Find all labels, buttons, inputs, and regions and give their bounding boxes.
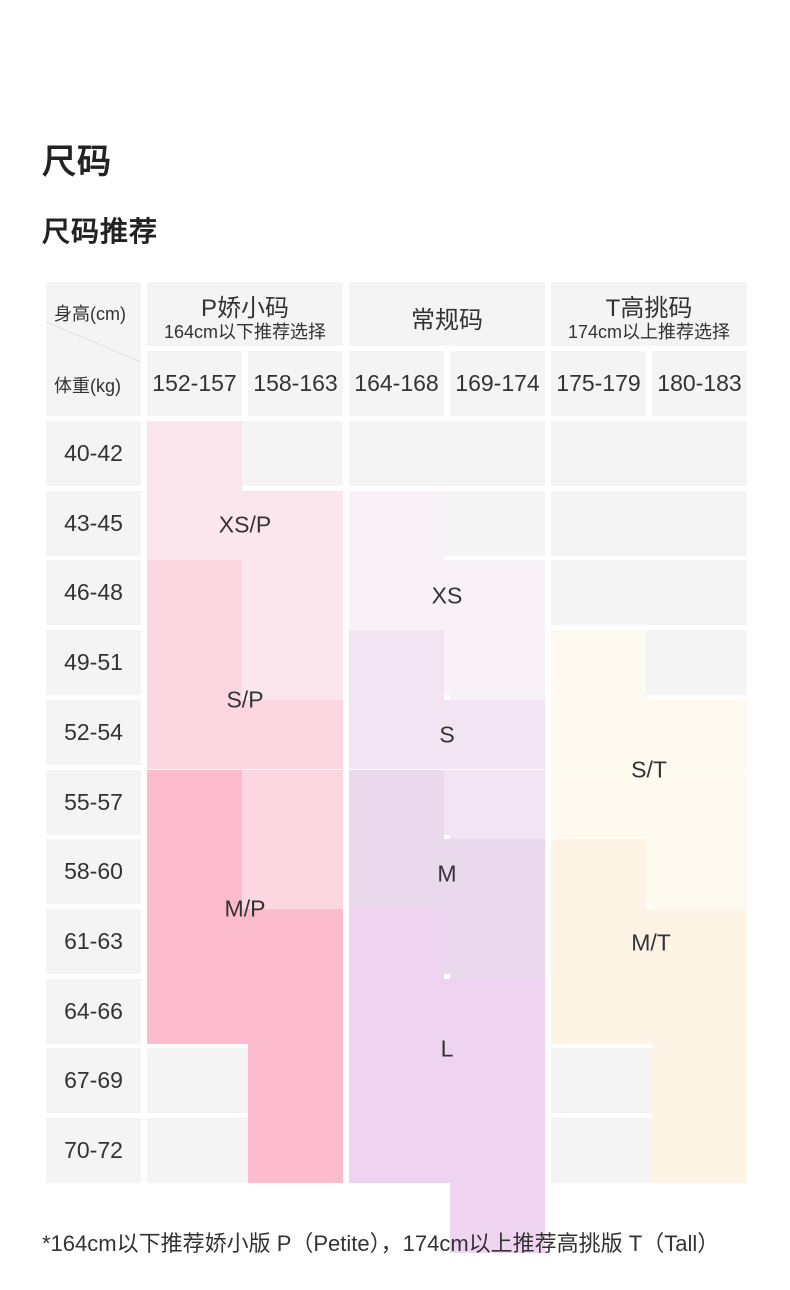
size-label: XS xyxy=(431,582,463,609)
size-region-cell xyxy=(652,769,747,840)
weight-range-cell: 46-48 xyxy=(46,560,141,626)
weight-range-cell: 64-66 xyxy=(46,978,141,1044)
height-range-header: 152-157 xyxy=(147,351,242,416)
size-region-cell xyxy=(551,839,646,909)
weight-range-cell: 49-51 xyxy=(46,630,141,696)
size-region-cell xyxy=(450,1187,545,1253)
weight-range-cell: 58-60 xyxy=(46,839,141,905)
weight-range-cell: 52-54 xyxy=(46,699,141,765)
height-range-header: 169-174 xyxy=(450,351,545,416)
size-region-cell xyxy=(450,839,545,909)
size-label: S/P xyxy=(226,686,264,713)
table-corner-cell: 身高(cm) 体重(kg) xyxy=(46,282,141,416)
size-region-cell xyxy=(248,769,343,840)
size-region-cell xyxy=(349,839,450,909)
group-title-tall: T高挑码 xyxy=(605,295,693,322)
size-region-cell xyxy=(652,908,747,979)
size-region-cell xyxy=(248,699,343,770)
page-title: 尺码 xyxy=(42,143,112,181)
corner-diagonal-line xyxy=(46,321,141,363)
body-background-cell xyxy=(551,490,747,556)
body-background-cell xyxy=(349,421,545,486)
size-region-cell xyxy=(147,560,242,631)
size-region-cell xyxy=(147,978,248,1044)
size-region-cell xyxy=(349,630,444,700)
size-region-cell xyxy=(248,630,343,700)
weight-range-cell: 70-72 xyxy=(46,1118,141,1183)
group-header-petite: P娇小码 164cm以下推荐选择 xyxy=(147,282,343,346)
size-region-cell xyxy=(349,908,444,979)
size-region-cell xyxy=(652,839,747,909)
size-region-cell xyxy=(652,978,747,1049)
height-axis-label: 身高(cm) xyxy=(54,304,126,324)
size-region-cell xyxy=(450,699,545,770)
group-header-regular: 常规码 xyxy=(349,282,545,346)
size-region-cell xyxy=(248,1048,343,1118)
group-subtitle-tall: 174cm以上推荐选择 xyxy=(567,322,731,342)
height-range-header: 180-183 xyxy=(652,351,747,416)
weight-range-cell: 40-42 xyxy=(46,421,141,486)
size-region-cell xyxy=(349,978,450,1049)
body-background-cell xyxy=(551,421,747,486)
section-subtitle: 尺码推荐 xyxy=(42,216,159,247)
size-region-cell xyxy=(652,1048,747,1118)
size-region-cell xyxy=(450,908,545,979)
size-region-cell xyxy=(551,908,652,979)
size-region-cell xyxy=(147,490,248,561)
weight-range-cell: 55-57 xyxy=(46,769,141,835)
size-region-cell xyxy=(551,769,652,840)
size-region-cell xyxy=(450,978,545,1049)
weight-range-cell: 43-45 xyxy=(46,490,141,556)
size-region-cell xyxy=(551,699,652,770)
size-region-cell xyxy=(450,630,545,700)
size-region-cell xyxy=(147,769,242,840)
group-title-petite: P娇小码 xyxy=(200,295,289,322)
size-label: L xyxy=(440,1035,454,1062)
size-region-cell xyxy=(652,699,747,770)
size-label: M/P xyxy=(224,895,266,922)
size-label: S xyxy=(439,721,455,748)
size-region-cell xyxy=(450,1048,545,1118)
size-region-cell xyxy=(450,560,545,631)
size-region-cell xyxy=(248,978,343,1049)
group-title-regular: 常规码 xyxy=(411,307,483,334)
weight-range-cell: 67-69 xyxy=(46,1048,141,1114)
size-label: M xyxy=(437,860,457,887)
size-region-cell xyxy=(551,978,652,1044)
size-region-cell xyxy=(652,1118,747,1183)
size-region-cell xyxy=(349,1048,450,1118)
size-region-cell xyxy=(248,839,343,909)
group-header-tall: T高挑码 174cm以上推荐选择 xyxy=(551,282,747,346)
size-region-cell xyxy=(349,769,444,840)
size-label: S/T xyxy=(631,756,667,783)
body-background-cell xyxy=(551,560,747,626)
weight-axis-label: 体重(kg) xyxy=(54,376,121,396)
size-region-cell xyxy=(349,1118,450,1183)
height-range-header: 158-163 xyxy=(248,351,343,416)
weight-range-cell: 61-63 xyxy=(46,908,141,974)
footnote: *164cm以下推荐娇小版 P（Petite），174cm以上推荐高挑版 T（T… xyxy=(42,1231,720,1256)
group-subtitle-petite: 164cm以下推荐选择 xyxy=(163,322,327,342)
size-region-cell xyxy=(349,490,444,561)
height-range-header: 164-168 xyxy=(349,351,444,416)
size-region-cell xyxy=(450,769,545,840)
size-label: XS/P xyxy=(218,511,272,538)
size-region-cell xyxy=(147,630,242,700)
size-region-cell xyxy=(248,490,343,561)
size-region-cell xyxy=(551,630,646,700)
size-region-cell xyxy=(349,699,450,770)
size-region-cell xyxy=(147,699,248,770)
size-region-cell xyxy=(450,1118,545,1188)
size-region-cell xyxy=(248,560,343,631)
size-region-cell xyxy=(147,839,242,909)
size-label: M/T xyxy=(631,929,671,956)
size-region-cell xyxy=(349,560,450,631)
size-region-cell xyxy=(147,421,242,491)
size-region-cell xyxy=(248,1118,343,1183)
height-range-header: 175-179 xyxy=(551,351,646,416)
size-region-cell xyxy=(147,908,248,979)
size-region-cell xyxy=(248,908,343,979)
